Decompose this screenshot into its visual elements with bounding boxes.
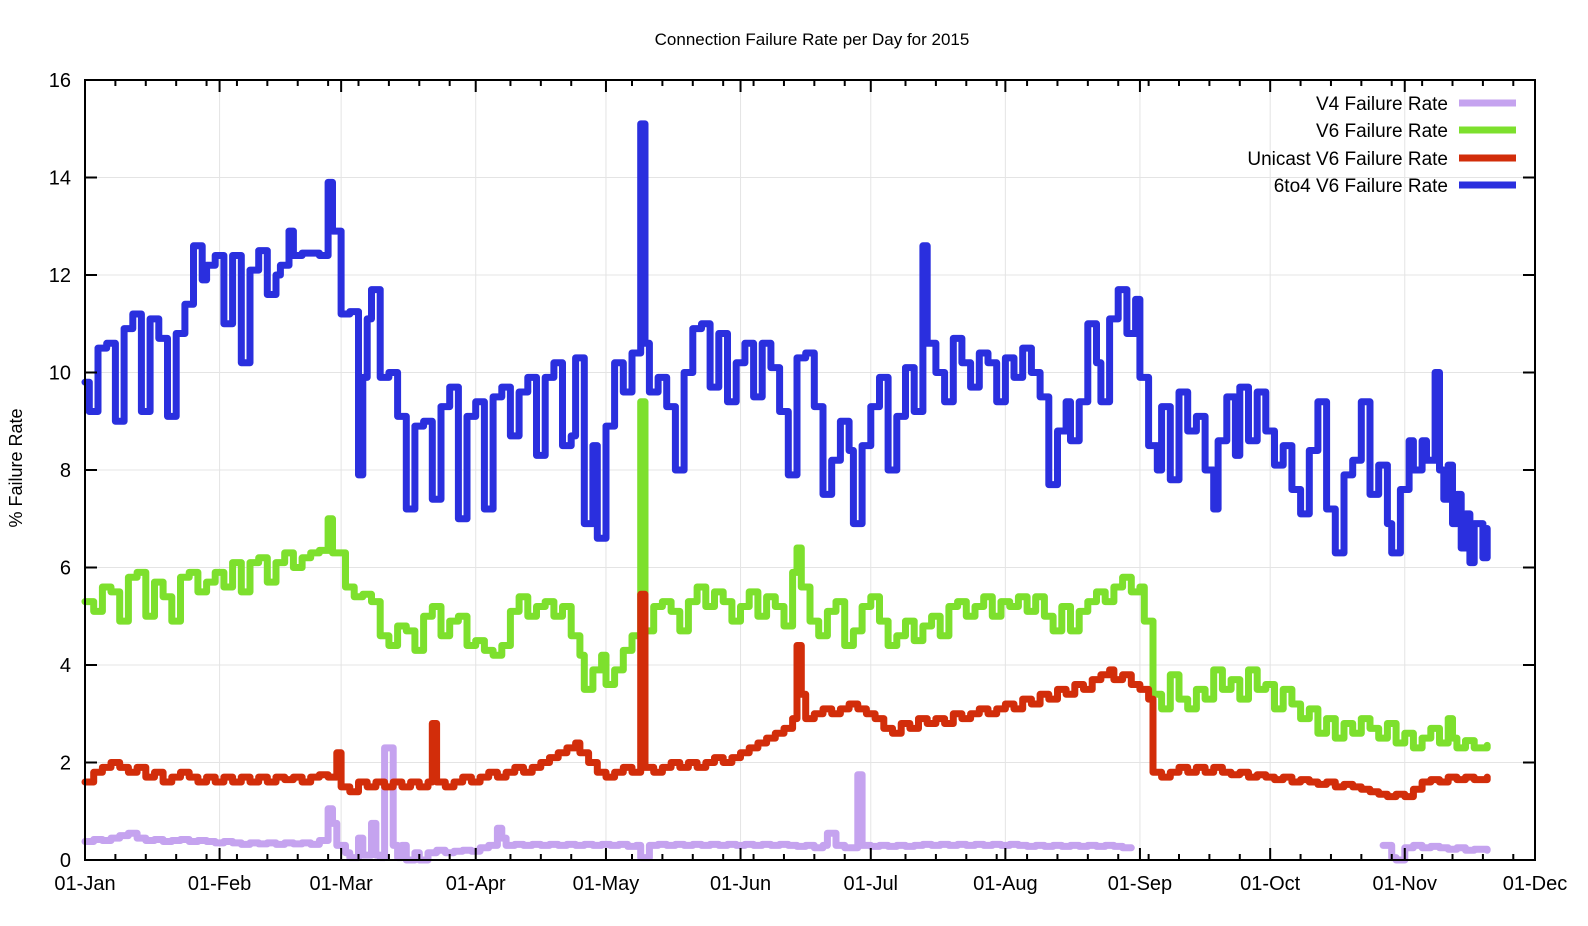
legend-item-6to4-v6: 6to4 V6 Failure Rate	[1274, 176, 1516, 197]
x-tick-label: 01-Oct	[1240, 873, 1300, 895]
x-tick-label: 01-Mar	[309, 873, 373, 895]
chart-title: Connection Failure Rate per Day for 2015	[655, 30, 970, 49]
legend-label-unicast-v6: Unicast V6 Failure Rate	[1247, 149, 1448, 170]
x-tick-label: 01-Jun	[710, 873, 771, 895]
y-tick-label: 16	[49, 70, 71, 92]
y-tick-label: 0	[60, 850, 71, 872]
x-tick-label: 01-Aug	[973, 873, 1038, 895]
legend-label-v4: V4 Failure Rate	[1316, 94, 1448, 115]
y-tick-label: 4	[60, 655, 71, 677]
legend-item-v4: V4 Failure Rate	[1316, 94, 1516, 115]
grid-lines	[85, 80, 1535, 860]
y-tick-label: 10	[49, 363, 71, 385]
x-tick-label: 01-Sep	[1108, 873, 1173, 895]
legend: V4 Failure Rate V6 Failure Rate Unicast …	[1247, 94, 1516, 197]
y-tick-label: 2	[60, 753, 71, 775]
x-tick-label: 01-Jul	[844, 873, 898, 895]
y-axis-label: % Failure Rate	[6, 408, 26, 527]
series-v4-failure-rate-line	[81, 744, 1135, 864]
legend-label-v6: V6 Failure Rate	[1316, 121, 1448, 142]
y-tick-label: 6	[60, 558, 71, 580]
series-v6-failure-rate-line	[81, 398, 1491, 752]
y-tick-label: 12	[49, 265, 71, 287]
x-tick-label: 01-Jan	[54, 873, 115, 895]
series-6to4-v6-failure-rate-line	[81, 120, 1491, 567]
legend-item-v6: V6 Failure Rate	[1316, 121, 1516, 142]
x-tick-label: 01-Nov	[1373, 873, 1437, 895]
x-tick-label: 01-May	[573, 873, 640, 895]
y-tick-label: 8	[60, 460, 71, 482]
axis-tick-labels: 0 2 4 6 8 10 12 14 16 01-Jan 01-Feb 01-Mar 01-Apr 01-…	[49, 70, 1567, 895]
x-tick-label: 01-Feb	[188, 873, 251, 895]
x-tick-label: 01-Dec	[1503, 873, 1567, 895]
series-unicast-v6-failure-rate-line	[81, 590, 1491, 801]
series-v4-failure-rate-line	[1379, 841, 1491, 864]
x-tick-label: 01-Apr	[446, 873, 506, 895]
legend-item-unicast-v6: Unicast V6 Failure Rate	[1247, 149, 1516, 170]
axis-ticks	[84, 79, 1536, 861]
series-lines	[81, 120, 1491, 864]
y-tick-label: 14	[49, 168, 71, 190]
legend-label-6to4-v6: 6to4 V6 Failure Rate	[1274, 176, 1448, 197]
